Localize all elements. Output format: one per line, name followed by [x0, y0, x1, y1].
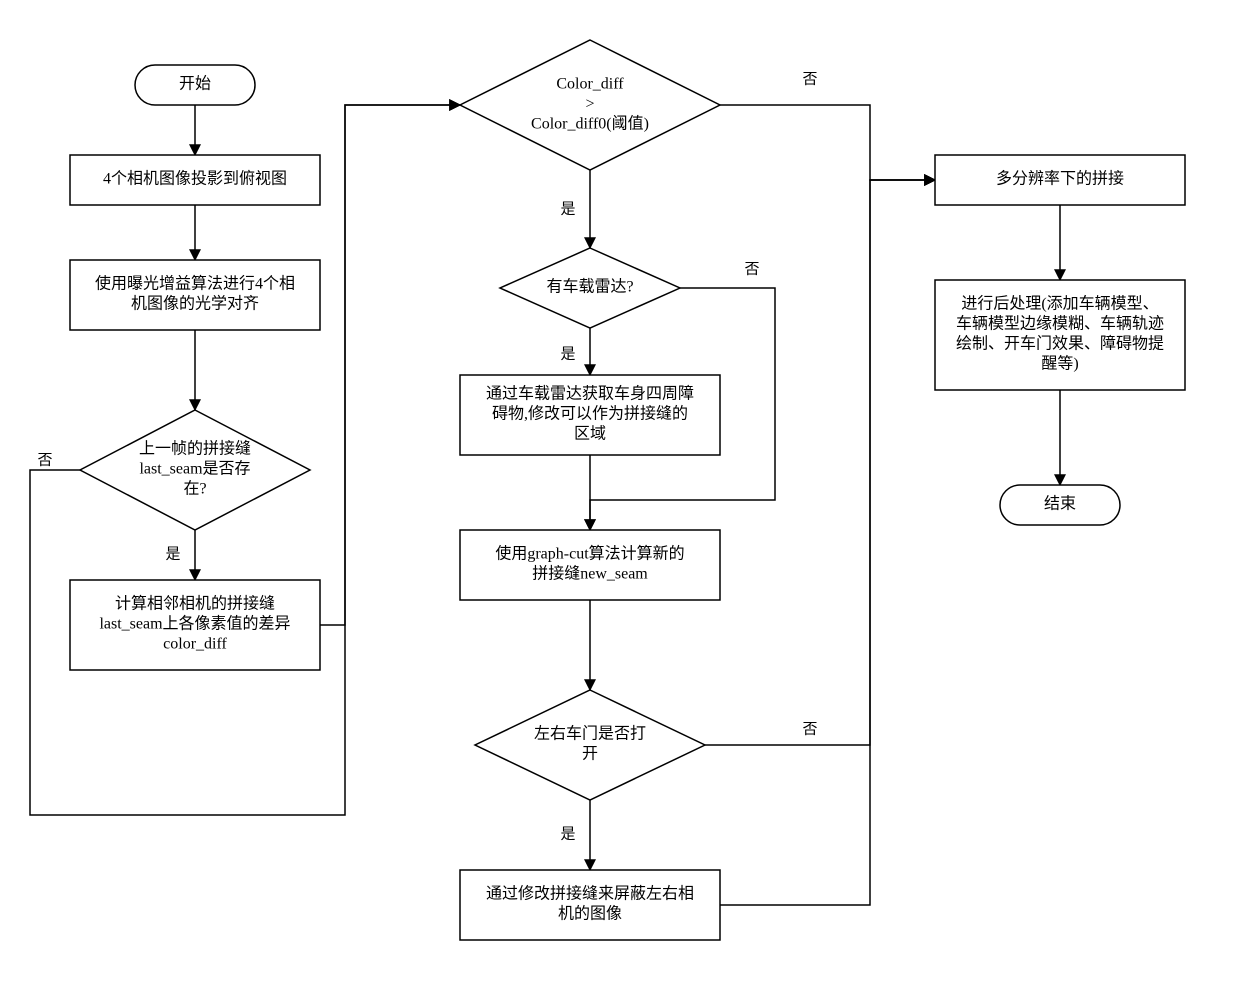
node-n_graph-label: 使用graph-cut算法计算新的 [495, 544, 684, 563]
node-n_post: 进行后处理(添加车辆模型、车辆模型边缘模糊、车辆轨迹绘制、开车门效果、障碍物提醒… [935, 280, 1185, 390]
node-n_post-label: 绘制、开车门效果、障碍物提 [956, 335, 1164, 353]
node-n_mask: 通过修改拼接缝来屏蔽左右相机的图像 [460, 870, 720, 940]
edge-label-d_radar-to-n_obst: 是 [560, 346, 575, 362]
node-d_door-label: 开 [582, 746, 598, 763]
node-d_color-label: > [585, 96, 594, 113]
edge-label-d_door-to-n_mask: 是 [560, 826, 575, 842]
node-n_diff-label: color_diff [163, 636, 227, 653]
node-d_last: 上一帧的拼接缝 last_seam是否存在? [80, 410, 310, 530]
node-n_obst-label: 碍物,修改可以作为拼接缝的 [492, 405, 688, 423]
node-n_obst-label: 区域 [574, 425, 606, 443]
node-end-label: 结束 [1044, 495, 1076, 513]
edge-label-d_radar-to-n_graph: 否 [744, 261, 759, 277]
node-d_last-label: 在? [183, 480, 206, 498]
node-n_graph-label: 拼接缝new_seam [532, 565, 648, 583]
node-n_graph: 使用graph-cut算法计算新的拼接缝new_seam [460, 530, 720, 600]
node-d_color-label: Color_diff0(阈值) [531, 115, 649, 133]
node-n_post-label: 车辆模型边缘模糊、车辆轨迹 [956, 315, 1164, 333]
node-n_multi-label: 多分辨率下的拼接 [996, 170, 1124, 188]
edge-label-d_color-to-n_multi: 否 [802, 71, 817, 87]
edge-label-d_color-to-d_radar: 是 [560, 201, 575, 217]
node-n_proj-label: 4个相机图像投影到俯视图 [103, 170, 287, 188]
node-d_last-label: 上一帧的拼接缝 [139, 440, 251, 458]
node-n_diff: 计算相邻相机的拼接缝 last_seam上各像素值的差异 color_diff [70, 580, 320, 670]
edge-d_door-to-n_multi [705, 180, 935, 745]
node-n_mask-label: 机的图像 [558, 905, 622, 923]
node-end: 结束 [1000, 485, 1120, 525]
node-d_door-label: 左右车门是否打 [534, 725, 646, 743]
node-n_obst: 通过车载雷达获取车身四周障碍物,修改可以作为拼接缝的区域 [460, 375, 720, 455]
node-start-label: 开始 [179, 75, 211, 93]
node-n_mask-label: 通过修改拼接缝来屏蔽左右相 [486, 885, 694, 903]
node-n_obst-label: 通过车载雷达获取车身四周障 [486, 385, 694, 403]
node-d_radar-label: 有车载雷达? [546, 278, 633, 296]
node-n_expo-label: 使用曝光增益算法进行4个相 [95, 274, 295, 293]
node-d_door: 左右车门是否打开 [475, 690, 705, 800]
node-n_post-label: 进行后处理(添加车辆模型、 [961, 295, 1158, 313]
node-n_expo-label: 机图像的光学对齐 [131, 295, 259, 313]
flowchart-canvas: 开始4个相机图像投影到俯视图使用曝光增益算法进行4个相机图像的光学对齐上一帧的拼… [0, 0, 1240, 1003]
edge-label-d_door-to-n_multi: 否 [802, 721, 817, 737]
edge-d_color-to-n_multi [720, 105, 935, 180]
edge-label-d_last-to-d_color: 否 [37, 452, 52, 468]
node-n_proj: 4个相机图像投影到俯视图 [70, 155, 320, 205]
node-d_radar: 有车载雷达? [500, 248, 680, 328]
node-n_post-label: 醒等) [1041, 355, 1078, 373]
node-n_diff-label: last_seam上各像素值的差异 [99, 615, 290, 633]
edge-label-d_last-to-n_diff: 是 [165, 546, 180, 562]
node-d_last-label: last_seam是否存 [139, 460, 250, 478]
node-n_expo: 使用曝光增益算法进行4个相机图像的光学对齐 [70, 260, 320, 330]
node-n_multi: 多分辨率下的拼接 [935, 155, 1185, 205]
node-d_color: Color_diff > Color_diff0(阈值) [460, 40, 720, 170]
node-d_color-label: Color_diff [556, 76, 624, 93]
edge-n_diff-to-d_color [320, 105, 460, 625]
node-start: 开始 [135, 65, 255, 105]
node-n_diff-label: 计算相邻相机的拼接缝 [115, 594, 275, 613]
